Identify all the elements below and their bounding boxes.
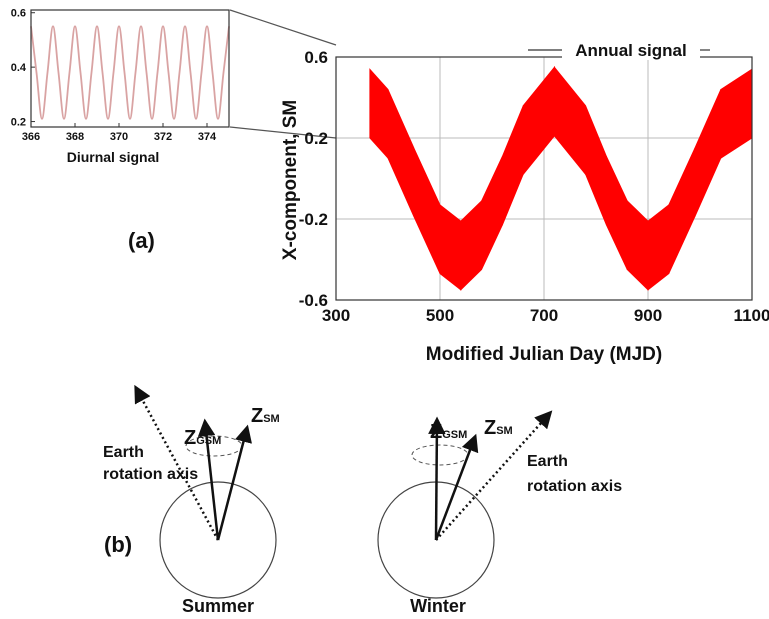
z-gsm-label: ZGSM <box>430 421 467 443</box>
y-tick-label: -0.2 <box>299 210 328 229</box>
x-axis-label: Modified Julian Day (MJD) <box>426 344 662 365</box>
symbol: Z <box>184 427 196 449</box>
x-tick-label: 500 <box>426 306 454 325</box>
z-sm-label: ZSM <box>251 405 280 427</box>
x-tick-label: 700 <box>530 306 558 325</box>
x-tick-label: 370 <box>110 131 128 143</box>
subscript: GSM <box>196 435 221 447</box>
x-tick-label: 374 <box>198 131 217 143</box>
precession-ellipse <box>412 445 468 465</box>
chart: 0.2 0.4 0.6 366 368 370 372 374 Diurnal signal <box>11 8 229 165</box>
y-tick-label: 0.6 <box>304 48 328 67</box>
panel-label: (b) <box>104 532 132 557</box>
axis-label: Earth <box>527 453 568 470</box>
subscript: SM <box>263 413 280 425</box>
y-tick-label: 0.2 <box>11 116 26 128</box>
x-tick-label: 300 <box>322 306 350 325</box>
y-axis-label: X-component, SM <box>280 100 301 260</box>
axis-label: rotation axis <box>527 478 622 495</box>
winter-diagram: ZGSM ZSM Earth rotation axis Winter <box>378 413 622 616</box>
axis-label: rotation axis <box>103 466 198 483</box>
z-sm-arrow <box>436 437 475 540</box>
y-tick-label: 0.6 <box>11 8 26 20</box>
symbol: Z <box>484 417 496 439</box>
symbol: Z <box>251 405 263 427</box>
plot-area <box>31 10 229 127</box>
y-tick-label: 0.2 <box>304 129 328 148</box>
x-tick-label: 1100 <box>734 306 769 325</box>
x-tick-label: 366 <box>22 131 40 143</box>
figure: (a) (b) ZGSM ZSM Earth rotation axis Sum… <box>0 0 769 619</box>
z-gsm-label: ZGSM <box>184 427 221 449</box>
summer-diagram: ZGSM ZSM Earth rotation axis Summer <box>103 388 280 616</box>
rotation-axis-arrow <box>136 388 218 540</box>
x-tick-label: 900 <box>634 306 662 325</box>
y-tick-label: 0.4 <box>11 62 27 74</box>
axis-label: Earth <box>103 444 144 461</box>
connector <box>230 10 336 45</box>
x-tick-label: 368 <box>66 131 84 143</box>
panel-label: (a) <box>128 228 155 253</box>
x-tick-label: 372 <box>154 131 172 143</box>
x-axis-label: Diurnal signal <box>67 149 160 165</box>
season-label: Summer <box>182 596 254 616</box>
annotation: Annual signal <box>575 41 686 60</box>
subscript: GSM <box>442 429 467 441</box>
season-label: Winter <box>410 596 466 616</box>
subscript: SM <box>496 425 513 437</box>
symbol: Z <box>430 421 442 443</box>
z-sm-label: ZSM <box>484 417 513 439</box>
z-sm-arrow <box>218 428 247 540</box>
